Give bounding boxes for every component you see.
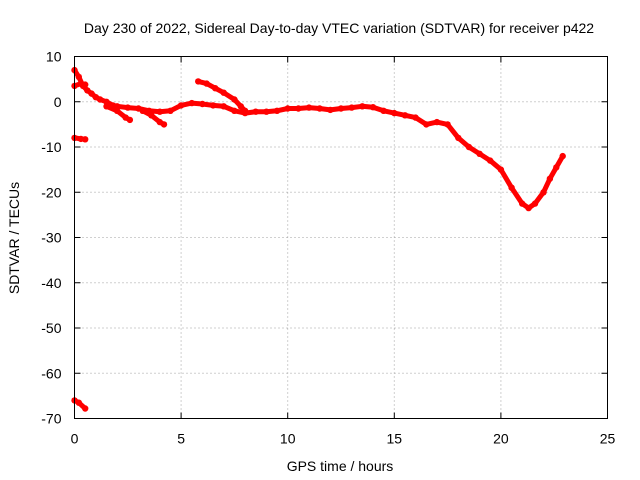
data-point [284, 105, 291, 112]
data-point [559, 152, 566, 160]
x-tick-label: 25 [600, 431, 616, 447]
data-point [327, 106, 334, 114]
data-point [82, 81, 89, 88]
series-lower-dip [103, 103, 134, 124]
y-axis-label: SDTVAR / TECUs [6, 182, 22, 294]
data-point [75, 399, 83, 406]
data-point [508, 184, 515, 191]
data-point [305, 104, 313, 111]
data-point [316, 105, 323, 112]
data-point [203, 80, 210, 87]
data-point [263, 108, 270, 115]
chart-title: Day 230 of 2022, Sidereal Day-to-day VTE… [84, 20, 594, 36]
data-point [103, 103, 110, 110]
axis-ticks: 0 5 10 15 20 25 -70 -60 -50 -40 -30 -20 -10 0 10 [41, 49, 615, 447]
grid [74, 56, 608, 419]
data-point [113, 107, 121, 115]
x-tick-label: 10 [280, 431, 296, 447]
x-tick-label: 0 [71, 431, 79, 447]
data-point [231, 107, 238, 115]
data-point [401, 112, 409, 119]
data-point [497, 166, 505, 173]
data-point [359, 103, 366, 110]
data-point [88, 90, 95, 97]
data-point [96, 96, 104, 103]
x-axis-label: GPS time / hours [287, 458, 394, 474]
data-point [156, 108, 163, 115]
data-point [273, 107, 281, 115]
data-point [148, 112, 155, 119]
data-point [465, 143, 473, 151]
data-point [546, 175, 554, 182]
series-early-branch [71, 80, 89, 90]
data-point [188, 99, 195, 107]
data-point [199, 100, 206, 108]
data-point [124, 104, 131, 111]
data-point [82, 405, 89, 412]
data-point [380, 107, 387, 115]
y-tick-label: -70 [41, 411, 61, 427]
data-point [519, 200, 526, 207]
data-point [348, 104, 355, 111]
data-point [476, 150, 483, 157]
series-mid-dip [139, 107, 168, 128]
series-line [72, 67, 566, 211]
data-point [444, 121, 451, 128]
data-point [295, 105, 302, 112]
data-point [540, 189, 547, 196]
data-point [412, 114, 419, 121]
data-point [391, 109, 398, 117]
data-point [337, 105, 345, 112]
data-point [433, 118, 441, 126]
x-tick-label: 20 [493, 431, 509, 447]
y-tick-label: -10 [41, 139, 61, 155]
series-main-track [71, 66, 566, 212]
series-outlier-segment-lower [71, 397, 89, 412]
data-point [423, 121, 430, 128]
y-tick-label: -30 [41, 230, 61, 246]
y-tick-label: 0 [54, 94, 62, 110]
data-point [139, 107, 146, 115]
data-point [126, 116, 134, 124]
data-point [160, 121, 168, 128]
data-point [525, 204, 532, 212]
y-tick-label: -60 [41, 365, 61, 381]
x-tick-label: 15 [387, 431, 403, 447]
data-point [231, 96, 238, 103]
data-point [195, 78, 202, 85]
data-point [75, 73, 83, 81]
series-outlier-segment-upper [71, 134, 89, 143]
data-series [71, 66, 566, 412]
data-point [241, 107, 249, 115]
data-point [531, 200, 539, 207]
y-tick-label: -40 [41, 275, 61, 291]
y-tick-label: 10 [46, 49, 62, 65]
data-point [212, 85, 219, 92]
data-point [177, 102, 185, 109]
data-point [487, 157, 494, 164]
data-point [220, 89, 227, 96]
data-point [167, 107, 174, 115]
data-point [237, 103, 244, 110]
data-point [103, 98, 110, 106]
y-tick-label: -20 [41, 184, 61, 200]
series-upper-segment [195, 78, 249, 115]
data-point [82, 136, 89, 143]
data-point [369, 104, 377, 111]
data-point [220, 103, 227, 110]
data-point [455, 134, 462, 142]
data-point [209, 102, 217, 109]
x-tick-label: 5 [177, 431, 185, 447]
data-point [252, 108, 259, 115]
y-tick-label: -50 [41, 320, 61, 336]
data-point [553, 164, 560, 171]
